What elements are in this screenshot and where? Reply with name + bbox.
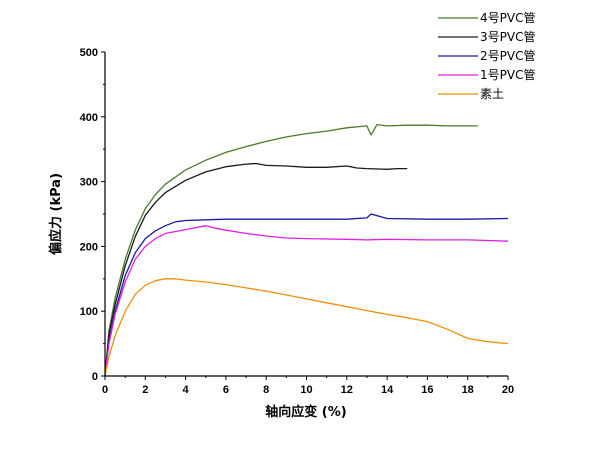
- y-tick-label: 0: [92, 371, 98, 383]
- y-tick-label: 300: [80, 177, 98, 189]
- x-tick-label: 20: [502, 384, 514, 396]
- y-tick-label: 100: [80, 306, 98, 318]
- x-tick-label: 0: [102, 384, 108, 396]
- legend-label: 1号PVC管: [480, 67, 535, 82]
- y-tick-label: 200: [80, 241, 98, 253]
- x-tick-label: 6: [223, 384, 229, 396]
- series-line-2: [104, 162, 408, 377]
- series-line-4: [104, 225, 509, 377]
- series-line-5: [104, 278, 509, 377]
- x-tick-label: 10: [300, 384, 312, 396]
- y-tick-label: 500: [80, 47, 98, 59]
- series-line-1: [104, 123, 478, 377]
- x-tick-label: 16: [421, 384, 433, 396]
- x-axis-title: 轴向应变 (%): [265, 404, 346, 420]
- legend-item: 4号PVC管: [438, 10, 535, 25]
- axes-layer: [104, 52, 508, 377]
- legend-item: 1号PVC管: [438, 67, 535, 82]
- legend-item: 3号PVC管: [438, 29, 535, 44]
- legend-label: 2号PVC管: [480, 48, 535, 63]
- series-line-3: [104, 213, 509, 377]
- x-tick-label: 12: [341, 384, 353, 396]
- y-tick-label: 400: [80, 112, 98, 124]
- legend-item: 素土: [438, 87, 504, 101]
- legend-item: 2号PVC管: [438, 48, 535, 63]
- legend-label: 3号PVC管: [480, 29, 535, 44]
- legend-label: 4号PVC管: [480, 10, 535, 25]
- legend-label: 素土: [480, 87, 504, 101]
- x-tick-label: 2: [142, 384, 148, 396]
- series-layer: [104, 123, 509, 377]
- x-tick-label: 8: [263, 384, 269, 396]
- x-tick-label: 18: [462, 384, 474, 396]
- x-tick-label: 4: [183, 384, 190, 396]
- x-tick-label: 14: [381, 384, 394, 396]
- y-axis-title: 偏应力 (kPa): [48, 173, 64, 255]
